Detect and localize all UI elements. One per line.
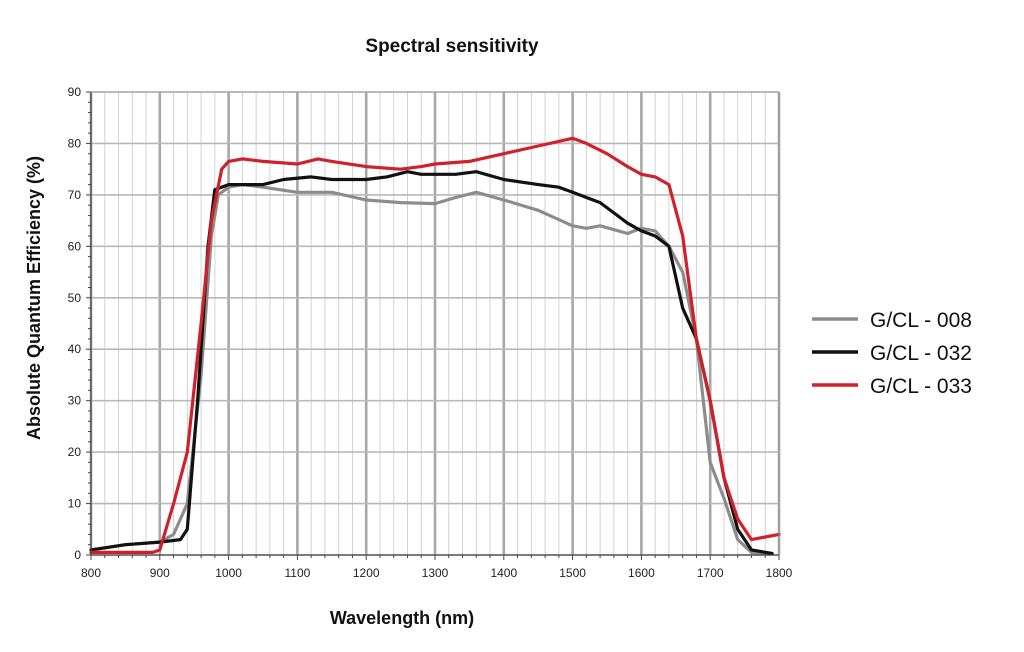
series-line-2 [89,136,781,554]
x-tick-label: 800 [81,566,101,580]
y-axis-title: Absolute Quantum Efficiency (%) [24,156,44,440]
y-tick-label: 40 [68,342,82,356]
axes [86,91,780,560]
chart-title: Spectral sensitivity [365,36,539,57]
x-tick-label: 1100 [284,566,310,580]
series-lines [89,136,781,556]
x-tick-label: 1600 [628,566,655,580]
x-tick-label: 1000 [215,566,242,580]
y-tick-label: 0 [74,548,81,562]
y-tick-label: 80 [68,136,82,150]
legend-label-1: G/CL - 032 [870,342,972,365]
x-tick-label: 1400 [490,566,517,580]
x-axis-title: Wavelength (nm) [330,608,474,628]
legend: G/CL - 008 G/CL - 032 G/CL - 033 [812,309,972,398]
y-tick-label: 20 [68,445,82,459]
y-tick-label: 10 [68,497,82,511]
series-line-1 [89,170,774,556]
y-tick-label: 70 [68,188,82,202]
x-tick-label: 1800 [766,566,793,580]
y-tick-label: 90 [68,85,82,99]
x-tick-label: 1700 [697,566,724,580]
y-tick-label: 60 [68,239,82,253]
series-line-0 [89,183,767,556]
x-tick-label: 1200 [353,566,380,580]
x-tick-label: 1300 [422,566,449,580]
tick-labels: 800 900 1000 1100 1200 1300 1400 1500 1600 1700 18… [68,85,793,580]
y-tick-label: 50 [68,291,82,305]
legend-label-2: G/CL - 033 [870,375,972,398]
grid [89,91,781,556]
x-tick-label: 1500 [559,566,586,580]
legend-label-0: G/CL - 008 [870,309,972,332]
y-tick-label: 30 [68,394,82,408]
x-tick-label: 900 [150,566,170,580]
